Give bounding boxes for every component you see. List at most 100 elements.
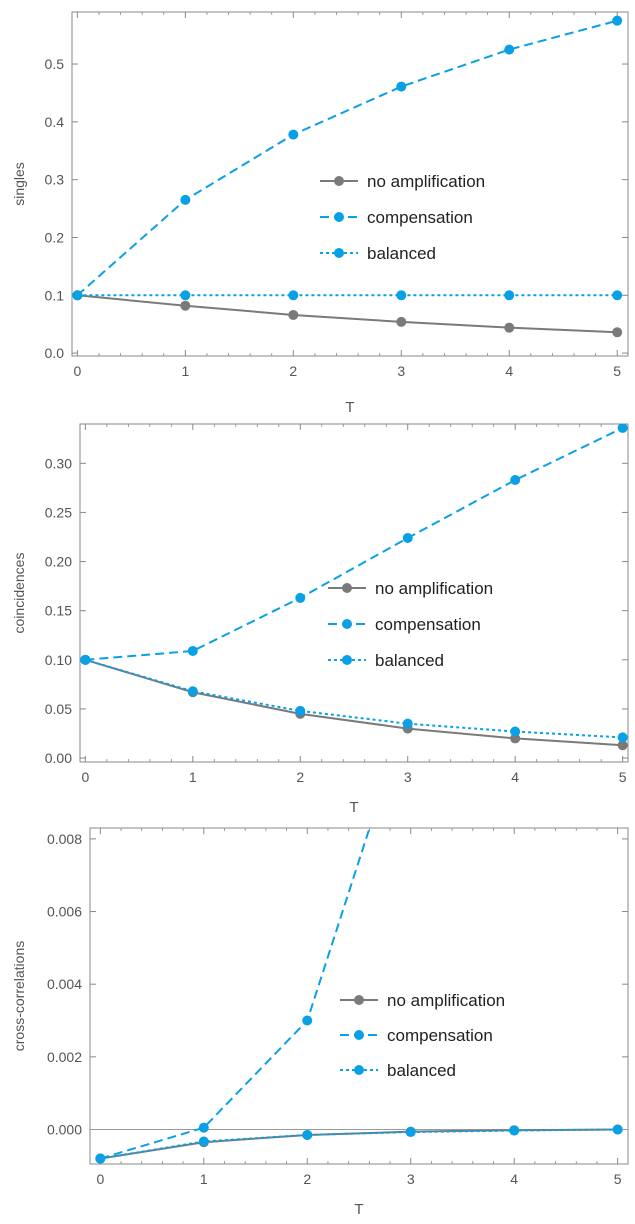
data-point-balanced [612, 1124, 623, 1135]
data-point-balanced [198, 1136, 209, 1147]
y-tick-label: 0.004 [47, 976, 82, 992]
y-tick-label: 0.15 [45, 603, 72, 619]
legend-label: no amplification [375, 579, 493, 598]
data-point-no-amplification [612, 327, 623, 338]
data-point-compensation [72, 290, 83, 301]
x-tick-label: 2 [303, 1171, 311, 1187]
legend-label: compensation [367, 208, 473, 227]
data-point-compensation [504, 44, 515, 55]
x-tick-label: 0 [96, 1171, 104, 1187]
data-point-compensation [510, 475, 521, 486]
data-point-compensation [187, 645, 198, 656]
series-line-no-amplification [85, 658, 623, 747]
x-tick-label: 3 [407, 1171, 415, 1187]
x-tick-label: 1 [189, 769, 197, 785]
x-tick-label: 5 [614, 1171, 622, 1187]
y-tick-label: 0.4 [45, 114, 65, 130]
legend-label: balanced [367, 244, 436, 263]
data-point-balanced [396, 290, 407, 301]
data-point-no-amplification [288, 309, 299, 320]
data-point-balanced [180, 290, 191, 301]
y-tick-label: 0.1 [45, 287, 65, 303]
y-axis-label: cross-correlations [11, 941, 27, 1051]
x-tick-label: 1 [181, 363, 189, 379]
data-point-no-amplification [504, 322, 515, 333]
series-line-compensation [100, 828, 371, 1160]
data-point-no-amplification [617, 740, 628, 751]
y-tick-label: 0.002 [47, 1049, 82, 1065]
y-tick-label: 0.0 [45, 345, 65, 361]
data-point-balanced [405, 1127, 416, 1138]
legend-swatch-marker [342, 619, 352, 629]
legend-swatch-marker [334, 248, 344, 258]
x-tick-label: 4 [510, 1171, 518, 1187]
y-tick-label: 0.05 [45, 701, 72, 717]
legend-swatch-marker [354, 995, 364, 1005]
data-point-balanced [295, 705, 306, 716]
x-tick-label: 0 [81, 769, 89, 785]
x-tick-label: 4 [505, 363, 513, 379]
y-tick-label: 0.000 [47, 1121, 82, 1137]
chart-panel-coincidences: 0 1 2 3 4 5 0.00 0.05 0.10 0.15 0.20 0.25 0.30 Tcoinc… [11, 423, 629, 816]
series-line-compensation [85, 427, 624, 661]
data-point-balanced [510, 726, 521, 737]
data-point-compensation [302, 1015, 313, 1026]
data-point-balanced [617, 732, 628, 743]
legend-label: balanced [387, 1061, 456, 1080]
plot-area [72, 15, 623, 338]
x-axis-label: T [349, 799, 358, 816]
x-axis-label: T [354, 1201, 363, 1218]
legend-swatch-marker [334, 212, 344, 222]
legend-label: no amplification [367, 172, 485, 191]
legend-swatch-marker [354, 1030, 364, 1040]
data-point-compensation [288, 129, 299, 140]
y-tick-label: 0.25 [45, 504, 72, 520]
data-point-balanced [504, 290, 515, 301]
x-tick-label: 5 [613, 363, 621, 379]
series-line-no-amplification [77, 294, 618, 334]
legend-swatch-marker [342, 583, 352, 593]
plot-frame [89, 827, 629, 1165]
x-tick-label: 3 [397, 363, 405, 379]
data-point-no-amplification [180, 300, 191, 311]
legend-swatch-marker [334, 176, 344, 186]
plot-frame [71, 11, 629, 357]
y-tick-label: 0.006 [47, 904, 82, 920]
data-point-compensation [402, 532, 413, 543]
data-point-no-amplification [510, 733, 521, 744]
legend-label: compensation [375, 615, 481, 634]
y-tick-label: 0.10 [45, 652, 72, 668]
x-tick-label: 2 [296, 769, 304, 785]
x-tick-label: 5 [619, 769, 627, 785]
data-point-balanced [612, 290, 623, 301]
legend-label: compensation [387, 1026, 493, 1045]
series-line-balanced [85, 658, 623, 739]
data-point-balanced [509, 1125, 520, 1136]
y-axis-label: singles [11, 162, 27, 206]
data-point-compensation [396, 81, 407, 92]
x-tick-label: 1 [200, 1171, 208, 1187]
y-tick-label: 0.30 [45, 455, 72, 471]
data-point-balanced [187, 686, 198, 697]
data-point-balanced [302, 1129, 313, 1140]
legend: no amplification compensation balanced [328, 579, 493, 670]
x-axis-label: T [345, 399, 354, 416]
legend: no amplification compensation balanced [340, 991, 505, 1080]
x-tick-label: 2 [289, 363, 297, 379]
data-point-compensation [95, 1153, 106, 1164]
data-point-compensation [612, 15, 623, 26]
data-point-balanced [402, 718, 413, 729]
y-axis-label: coincidences [11, 553, 27, 634]
data-point-compensation [180, 194, 191, 205]
x-tick-label: 3 [404, 769, 412, 785]
x-tick-label: 0 [73, 363, 81, 379]
plot-frame [79, 423, 629, 763]
legend: no amplification compensation balanced [320, 172, 485, 263]
data-point-compensation [617, 424, 628, 433]
data-point-compensation [80, 654, 91, 665]
y-tick-label: 0.008 [47, 831, 82, 847]
y-tick-label: 0.5 [45, 56, 65, 72]
